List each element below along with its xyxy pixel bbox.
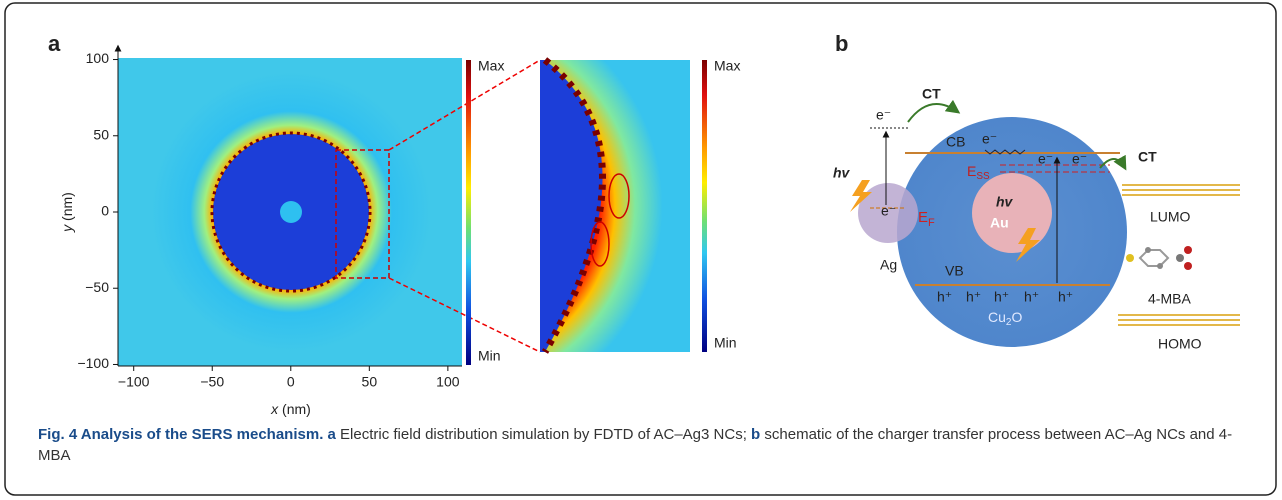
electron: e⁻ (881, 203, 896, 219)
hole: h⁺ (994, 289, 1009, 305)
y-tick-label: 50 (93, 126, 109, 142)
ag-particle (858, 183, 918, 243)
hv-label: hv (996, 194, 1014, 210)
hotspot (608, 173, 630, 219)
cu2o-label: Cu2O (988, 309, 1022, 328)
zoom-line (388, 59, 541, 151)
x-tick-label: 50 (362, 374, 378, 390)
axis-var: y (59, 224, 75, 233)
zoom-box (335, 149, 390, 279)
y-tick-label: −50 (85, 279, 109, 295)
colorbar (466, 60, 471, 365)
axis-unit: (nm) (59, 192, 75, 225)
ct-label: CT (1138, 149, 1157, 165)
colorbar-min: Min (714, 335, 737, 351)
homo-label: HOMO (1158, 336, 1202, 352)
molecule-label: 4-MBA (1148, 291, 1191, 307)
frame (4, 2, 1277, 496)
hotspot (590, 221, 610, 267)
au-core (972, 173, 1052, 253)
au-label: Au (990, 215, 1009, 231)
y-tick-label: 100 (86, 50, 110, 66)
molecule (1126, 246, 1192, 270)
hole: h⁺ (1058, 289, 1073, 305)
cu2o-base: Cu (988, 309, 1006, 325)
y-axis-label: y (nm) (59, 192, 75, 233)
colorbar (702, 60, 707, 352)
ess-sub: SS (976, 171, 990, 182)
relax-path (984, 149, 1026, 155)
hole: h⁺ (937, 289, 952, 305)
zoom-edge (541, 57, 606, 354)
cb-label: CB (946, 134, 965, 150)
x-tick-label: −50 (200, 374, 224, 390)
cu2o-sub: 2 (1006, 317, 1012, 328)
light-icon (1016, 228, 1040, 262)
lumo-label: LUMO (1150, 209, 1191, 225)
x-tick-label: 100 (436, 374, 460, 390)
colorbar-min: Min (478, 348, 501, 364)
homo-level (1118, 314, 1240, 326)
axis-var: x (270, 401, 279, 417)
electron: e⁻ (1038, 151, 1053, 167)
ef-base: E (918, 209, 928, 226)
zoom-line (388, 277, 541, 353)
y-tick-label: 0 (101, 203, 109, 219)
panel-label: b (835, 31, 848, 56)
caption: Fig. 4 Analysis of the SERS mechanism. a… (38, 424, 1263, 466)
lumo-level (1122, 184, 1240, 196)
cu2o-tail: O (1011, 309, 1022, 325)
x-tick-label: −100 (118, 374, 150, 390)
ess-label: ESS (967, 163, 990, 182)
colorbar-max: Max (714, 58, 740, 74)
axis-unit: (nm) (278, 401, 311, 417)
particle-edge (210, 131, 372, 293)
caption-b-text: schematic of the charger transfer proces… (38, 426, 1233, 464)
hole: h⁺ (966, 289, 981, 305)
ag-label: Ag (880, 257, 897, 273)
electron: e⁻ (1072, 151, 1087, 167)
caption-a: a (327, 426, 336, 443)
electron: e⁻ (876, 107, 891, 123)
caption-a-text: Electric field distribution simulation b… (340, 426, 747, 443)
ct-arrow (907, 99, 961, 123)
caption-b: b (751, 426, 761, 443)
hole: h⁺ (1024, 289, 1039, 305)
ess-base: E (967, 163, 976, 179)
electron: e⁻ (982, 131, 997, 147)
caption-title: Fig. 4 Analysis of the SERS mechanism. (38, 426, 324, 443)
panel-label: a (48, 31, 61, 56)
light-icon (850, 180, 872, 212)
ef-label: EF (918, 209, 935, 229)
x-axis-label: x (nm) (270, 401, 311, 417)
x-tick-label: 0 (287, 374, 295, 390)
ct-arrow (1099, 154, 1127, 171)
vb-label: VB (945, 263, 964, 279)
zoom-particle (540, 60, 603, 352)
y-tick-label: −100 (77, 355, 109, 371)
core (280, 201, 302, 223)
ef-sub: F (928, 217, 935, 229)
hv-label: hv (833, 165, 851, 181)
colorbar-max: Max (478, 58, 504, 74)
ct-label: CT (922, 86, 941, 102)
